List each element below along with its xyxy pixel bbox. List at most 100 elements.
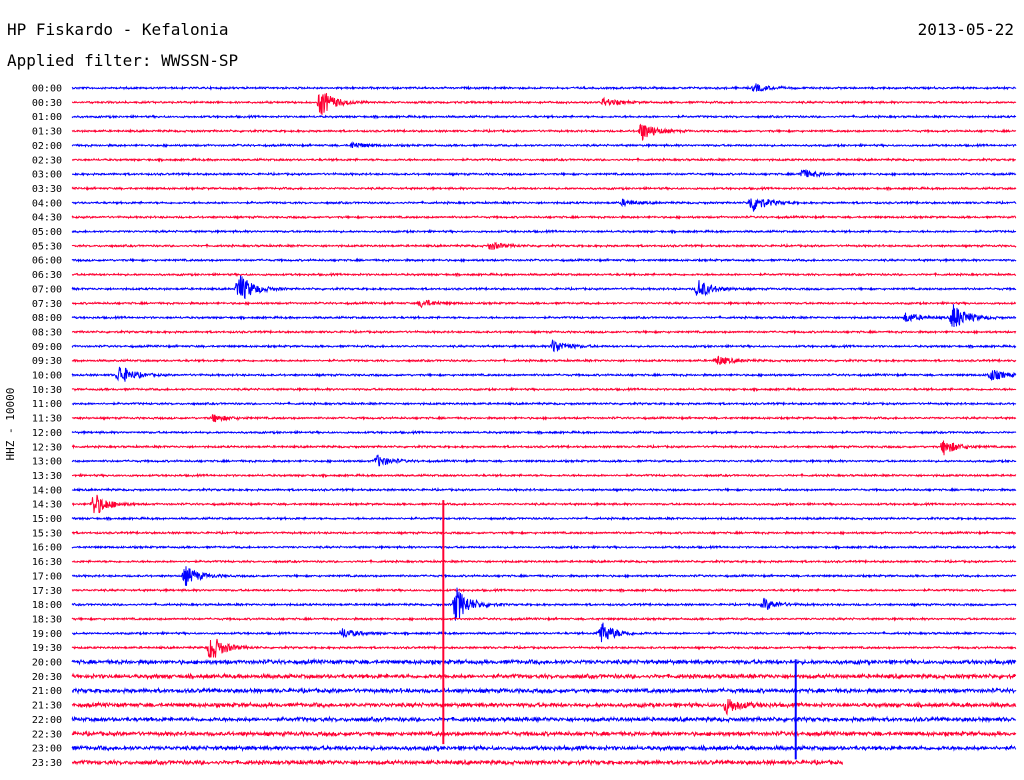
trace-row [71, 241, 1017, 251]
row-time-label: 23:00 [32, 744, 62, 755]
row-time-label: 20:00 [32, 658, 62, 669]
row-time-label: 18:00 [32, 600, 62, 611]
row-time-label: 19:00 [32, 629, 62, 640]
trace-row [71, 228, 1017, 235]
trace-row [71, 123, 1017, 141]
trace-row [71, 587, 1017, 594]
trace-row [71, 400, 1017, 407]
row-time-label: 04:00 [32, 198, 62, 209]
row-time-label: 05:30 [32, 241, 62, 252]
row-time-label: 01:00 [32, 112, 62, 123]
date-label: 2013-05-22 [917, 20, 1014, 39]
trace-row [71, 328, 1017, 335]
row-time-label: 15:30 [32, 528, 62, 539]
row-time-label: 22:00 [32, 715, 62, 726]
filter-label: Applied filter: WWSSN-SP [7, 51, 239, 70]
row-time-label: 22:30 [32, 729, 62, 740]
row-time-label: 04:30 [32, 213, 62, 224]
row-time-label: 19:30 [32, 643, 62, 654]
row-time-label: 21:30 [32, 701, 62, 712]
row-time-label: 01:30 [32, 127, 62, 138]
row-time-label: 16:00 [32, 543, 62, 554]
trace-row [71, 566, 1017, 586]
trace-row [71, 758, 843, 767]
row-time-label: 23:30 [32, 758, 62, 769]
trace-row [71, 429, 1017, 436]
trace-row [71, 271, 1017, 278]
trace-row [71, 686, 1017, 695]
row-time-label: 12:30 [32, 442, 62, 453]
row-time-label: 14:00 [32, 485, 62, 496]
trace-row [71, 113, 1017, 120]
trace-row [72, 156, 1016, 163]
row-time-label: 13:30 [32, 471, 62, 482]
trace-row [71, 83, 1017, 92]
row-time-label: 06:30 [32, 270, 62, 281]
trace-row [71, 544, 1017, 551]
row-time-label: 11:30 [32, 414, 62, 425]
row-time-label: 18:30 [32, 614, 62, 625]
row-time-label: 13:00 [32, 457, 62, 468]
row-time-label: 08:00 [32, 313, 62, 324]
trace-row [71, 698, 1017, 716]
row-time-label: 09:30 [32, 356, 62, 367]
trace-row [71, 185, 1017, 192]
trace-row [71, 339, 1017, 353]
trace-row [72, 169, 1017, 178]
trace-row [71, 558, 1017, 565]
trace-row [71, 275, 1017, 300]
row-time-label: 05:00 [32, 227, 62, 238]
trace-row [71, 454, 1017, 467]
trace-row [71, 587, 1017, 621]
trace-row [71, 440, 1017, 456]
trace-row [71, 729, 1017, 738]
trace-row [71, 657, 1017, 667]
trace-row [71, 638, 1017, 658]
row-time-label: 00:30 [32, 98, 62, 109]
row-time-label: 11:00 [32, 399, 62, 410]
trace-row [72, 494, 1017, 514]
row-time-label: 16:30 [32, 557, 62, 568]
row-time-label: 02:30 [32, 155, 62, 166]
row-time-label: 10:30 [32, 385, 62, 396]
row-time-label: 03:30 [32, 184, 62, 195]
trace-row [71, 715, 1017, 724]
row-time-label: 07:30 [32, 299, 62, 310]
trace-row [71, 304, 1017, 328]
trace-row [71, 198, 1017, 212]
row-time-label: 17:00 [32, 571, 62, 582]
station-title: HP Fiskardo - Kefalonia [7, 20, 229, 39]
trace-row [71, 141, 1017, 149]
trace-row [71, 486, 1017, 493]
trace-row [71, 472, 1017, 479]
row-time-label: 15:00 [32, 514, 62, 525]
trace-row [71, 214, 1017, 220]
row-time-label: 07:00 [32, 284, 62, 295]
row-time-label: 06:00 [32, 256, 62, 267]
row-time-label: 14:30 [32, 500, 62, 511]
trace-row [71, 515, 1017, 522]
trace-row [71, 299, 1017, 309]
row-time-label: 17:30 [32, 586, 62, 597]
trace-row [71, 257, 1017, 264]
trace-row [71, 93, 1017, 115]
trace-row [71, 386, 1017, 393]
trace-row [71, 616, 1017, 622]
trace-row [71, 366, 1017, 382]
row-time-label: 03:00 [32, 170, 62, 181]
row-time-label: 21:00 [32, 686, 62, 697]
trace-row [71, 672, 1017, 681]
trace-row [71, 355, 1017, 365]
row-time-label: 09:00 [32, 342, 62, 353]
row-time-label: 20:30 [32, 672, 62, 683]
trace-row [71, 529, 1017, 536]
row-time-label: 10:00 [32, 371, 62, 382]
trace-row [71, 414, 1017, 423]
trace-row [71, 622, 1017, 643]
row-time-label: 00:00 [32, 84, 62, 95]
row-time-label: 02:00 [32, 141, 62, 152]
trace-row [71, 743, 1017, 753]
row-time-label: 12:00 [32, 428, 62, 439]
row-time-label: 08:30 [32, 327, 62, 338]
